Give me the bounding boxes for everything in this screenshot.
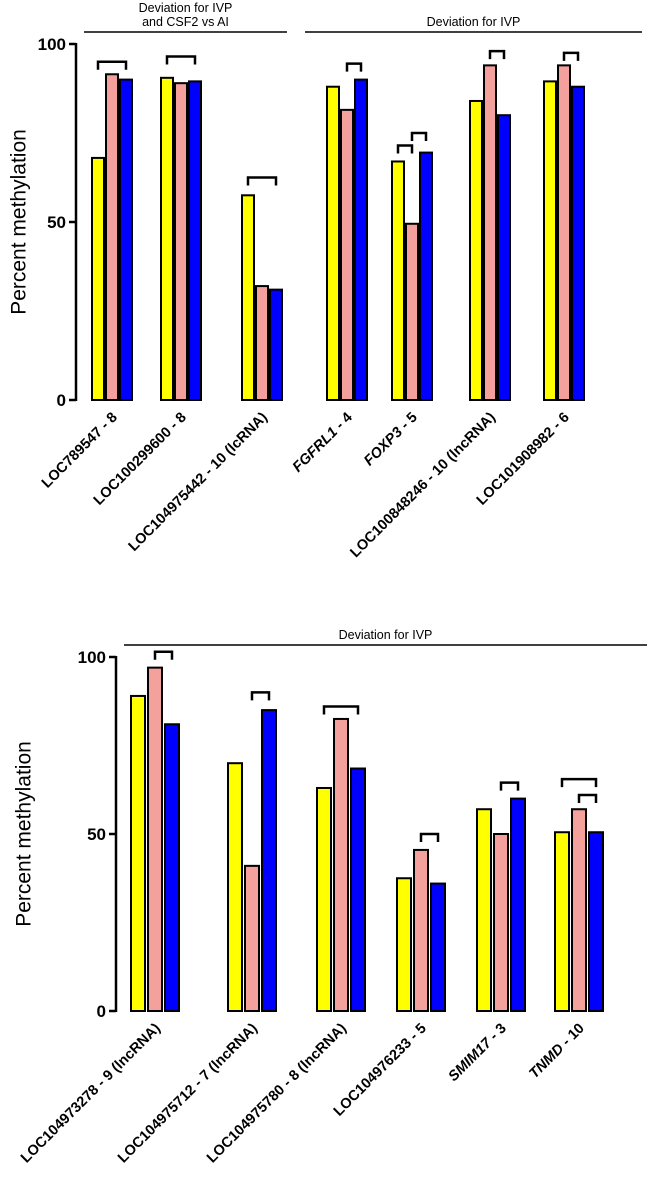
group-label: Deviation for IVP (339, 628, 433, 642)
bar-pink (571, 808, 587, 1012)
significance-bracket (396, 144, 414, 154)
bar-pink (557, 64, 571, 402)
y-tick-label: 0 (97, 1002, 106, 1021)
bar-blue (188, 80, 202, 401)
group-label: Deviation for IVP (427, 15, 521, 29)
significance-bracket (345, 62, 363, 72)
significance-bracket (577, 793, 598, 804)
significance-bracket (560, 777, 598, 788)
y-tick-label: 100 (38, 35, 66, 54)
significance-bracket (96, 60, 128, 70)
bar-pink (413, 848, 429, 1012)
bar-pink (255, 285, 269, 401)
x-tick-label: TNMD - 10 (526, 1021, 587, 1082)
x-tick-label: FOXP3 - 5 (361, 410, 421, 470)
bar-blue (588, 831, 604, 1012)
bar-blue (164, 723, 180, 1012)
bar-yellow (91, 156, 105, 401)
bar-yellow (391, 160, 405, 401)
bar-blue (419, 151, 433, 401)
bar-yellow (326, 85, 340, 401)
bar-blue (350, 767, 366, 1013)
significance-bracket (410, 131, 428, 141)
significance-bracket (246, 176, 278, 186)
y-tick-label: 50 (87, 825, 106, 844)
bar-yellow (554, 831, 570, 1012)
x-tick-label: FGFRL1 - 4 (290, 410, 356, 476)
group-label: and CSF2 vs AI (142, 15, 229, 29)
bar-pink (333, 717, 349, 1012)
bar-blue (261, 709, 277, 1012)
x-tick-label: LOC104975780 - 8 (lncRNA) (204, 1020, 350, 1166)
bar-yellow (130, 694, 146, 1012)
significance-bracket (165, 55, 197, 65)
bar-yellow (543, 80, 557, 401)
y-axis-label: Percent methylation (12, 741, 35, 927)
group-label: Deviation for IVP (139, 1, 233, 15)
bar-blue (119, 78, 133, 401)
bar-yellow (160, 76, 174, 401)
y-axis-label: Percent methylation (7, 129, 30, 315)
significance-bracket (562, 51, 580, 61)
bar-blue (497, 114, 511, 401)
y-tick-label: 0 (57, 391, 66, 410)
bar-yellow (396, 877, 412, 1012)
significance-bracket (250, 691, 271, 701)
bar-pink (174, 82, 188, 401)
bar-yellow (316, 786, 332, 1012)
significance-bracket (419, 832, 440, 842)
bar-pink (244, 864, 260, 1012)
bar-pink (405, 222, 419, 401)
bar-yellow (469, 99, 483, 402)
bar-pink (340, 108, 354, 402)
significance-bracket (488, 49, 506, 60)
bar-pink (147, 666, 163, 1012)
bottom-chart-panel: 0 50 100 Percent methylation Deviation for I… (12, 628, 647, 1166)
bar-pink (483, 64, 497, 402)
bar-blue (269, 288, 283, 402)
bar-blue (430, 882, 446, 1012)
bar-pink (493, 833, 509, 1012)
bar-blue (354, 78, 368, 401)
y-tick-label: 100 (78, 648, 106, 667)
x-tick-label: LOC104975442 - 10 (lcRNA) (126, 409, 271, 554)
bar-blue (510, 797, 526, 1012)
x-tick-label: LOC100848246 - 10 (lncRNA) (347, 409, 499, 561)
x-tick-label: SMIM17 - 3 (446, 1021, 510, 1085)
y-tick-label: 50 (47, 213, 66, 232)
bar-pink (105, 73, 119, 401)
significance-bracket (499, 781, 520, 791)
bar-yellow (476, 808, 492, 1012)
significance-bracket (322, 705, 360, 715)
bar-yellow (227, 762, 243, 1013)
bar-blue (571, 85, 585, 401)
significance-bracket (153, 650, 174, 660)
top-chart-panel: 0 50 100 Percent methylation Deviation for I… (7, 1, 642, 561)
bar-yellow (241, 194, 255, 401)
